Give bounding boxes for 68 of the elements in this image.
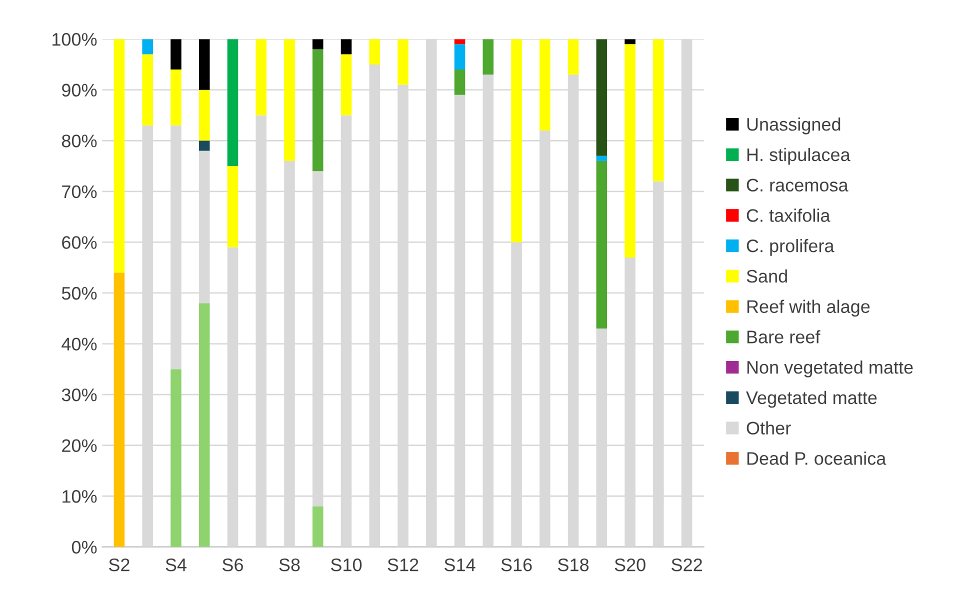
bar [170, 369, 182, 547]
y-tick-label: 60% [62, 236, 97, 249]
y-tick-label: 70% [62, 185, 97, 198]
x-tick-label: S18 [558, 558, 589, 572]
y-tick-label: 90% [62, 84, 97, 97]
legend-label: C. taxifolia [746, 208, 830, 222]
y-tick-label: 50% [62, 286, 97, 300]
x-tick-label: S12 [388, 558, 418, 572]
legend-label: C. racemosa [746, 178, 848, 192]
bar [227, 166, 238, 248]
bar [340, 39, 352, 54]
x-tick-label: S14 [444, 558, 476, 572]
legend-label: Sand [746, 269, 787, 283]
bar [114, 272, 125, 547]
y-tick-label: 100% [52, 33, 97, 46]
bar [114, 39, 125, 273]
x-tick-label: S22 [672, 558, 702, 572]
bar [142, 54, 153, 126]
legend-label: Other [746, 421, 791, 435]
bar [198, 303, 210, 547]
y-tick-label: 20% [62, 439, 97, 452]
y-tick-label: 30% [62, 388, 97, 402]
x-tick-label: S8 [279, 558, 300, 572]
bar [312, 39, 324, 50]
bar [568, 39, 579, 75]
bar [540, 39, 550, 130]
bar [198, 140, 210, 151]
x-tick-label: S6 [222, 558, 243, 572]
bar [624, 44, 636, 258]
bar [454, 70, 466, 95]
bar [624, 39, 636, 44]
y-tick-label: 10% [62, 490, 97, 503]
legend-label: Non vegetated matte [747, 360, 913, 378]
bar [596, 39, 608, 156]
x-tick-label: S2 [108, 558, 130, 572]
bar [198, 90, 210, 141]
y-tick-label: 0% [72, 540, 97, 554]
bar [482, 39, 494, 75]
legend-label: C. prolifera [746, 239, 834, 256]
x-tick-label: S4 [166, 558, 186, 572]
bar [596, 156, 608, 161]
bar [398, 39, 408, 85]
bar [511, 39, 522, 242]
bar [312, 49, 324, 172]
bar [284, 39, 295, 161]
legend-label: Reef with alage [747, 300, 870, 317]
y-tick-label: 40% [62, 338, 97, 350]
bar [454, 44, 466, 70]
bar [256, 39, 267, 116]
legend-label: Vegetated matte [746, 390, 877, 408]
bar [340, 54, 352, 116]
bar [369, 39, 380, 64]
legend-label: Unassigned [747, 118, 840, 134]
bar [596, 160, 608, 329]
legend-label: H. stipulacea [747, 148, 850, 165]
bar [653, 39, 664, 182]
bar [227, 39, 238, 166]
legend-label: Bare reef [747, 330, 820, 344]
bar [312, 506, 324, 547]
bar [142, 39, 153, 54]
bar [170, 39, 182, 70]
bar [170, 70, 182, 126]
bar [198, 39, 210, 90]
y-tick-label: 80% [62, 134, 97, 148]
x-tick-label: S10 [331, 558, 362, 572]
x-tick-label: S20 [614, 558, 646, 572]
legend-label: Dead P. oceanica [747, 452, 886, 465]
x-tick-label: S16 [501, 558, 532, 572]
